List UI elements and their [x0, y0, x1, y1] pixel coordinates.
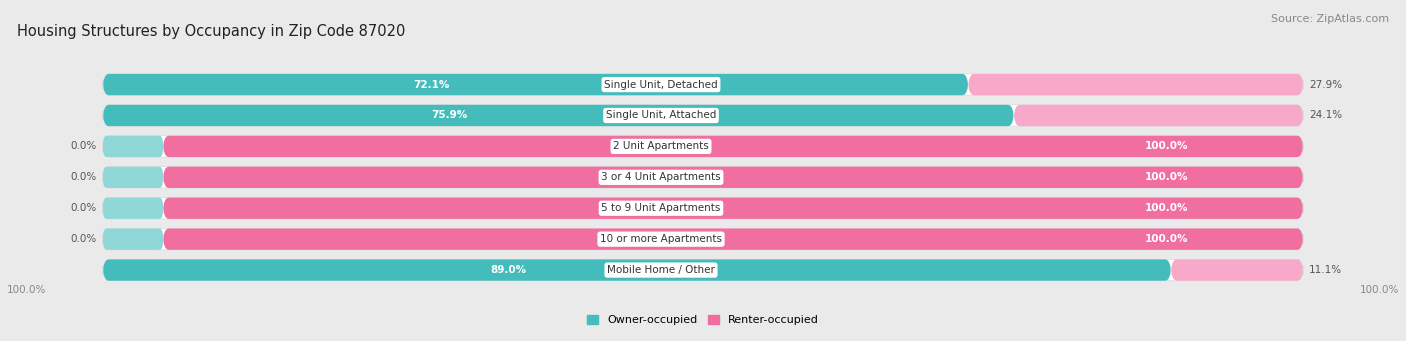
Text: 89.0%: 89.0% — [491, 265, 527, 275]
Text: 0.0%: 0.0% — [70, 234, 97, 244]
FancyBboxPatch shape — [1171, 260, 1303, 281]
Text: 2 Unit Apartments: 2 Unit Apartments — [613, 142, 709, 151]
FancyBboxPatch shape — [103, 260, 1171, 281]
FancyBboxPatch shape — [163, 228, 1303, 250]
Text: 27.9%: 27.9% — [1309, 79, 1343, 90]
Text: Housing Structures by Occupancy in Zip Code 87020: Housing Structures by Occupancy in Zip C… — [17, 24, 405, 39]
Text: 0.0%: 0.0% — [70, 142, 97, 151]
Text: 24.1%: 24.1% — [1309, 110, 1343, 120]
FancyBboxPatch shape — [103, 167, 1303, 188]
Text: 100.0%: 100.0% — [1360, 285, 1399, 295]
FancyBboxPatch shape — [163, 136, 1303, 157]
FancyBboxPatch shape — [103, 74, 969, 95]
Text: 0.0%: 0.0% — [70, 172, 97, 182]
Text: Single Unit, Attached: Single Unit, Attached — [606, 110, 716, 120]
FancyBboxPatch shape — [103, 74, 1303, 95]
FancyBboxPatch shape — [103, 136, 1303, 157]
FancyBboxPatch shape — [969, 74, 1303, 95]
Text: 100.0%: 100.0% — [1144, 203, 1188, 213]
FancyBboxPatch shape — [103, 228, 1303, 250]
FancyBboxPatch shape — [103, 105, 1303, 126]
Text: 100.0%: 100.0% — [7, 285, 46, 295]
Text: Single Unit, Detached: Single Unit, Detached — [605, 79, 718, 90]
Text: 100.0%: 100.0% — [1144, 172, 1188, 182]
FancyBboxPatch shape — [103, 197, 1303, 219]
Text: Source: ZipAtlas.com: Source: ZipAtlas.com — [1271, 14, 1389, 24]
Text: 72.1%: 72.1% — [413, 79, 450, 90]
FancyBboxPatch shape — [103, 260, 1303, 281]
Text: 3 or 4 Unit Apartments: 3 or 4 Unit Apartments — [602, 172, 721, 182]
Text: 11.1%: 11.1% — [1309, 265, 1343, 275]
Text: 100.0%: 100.0% — [1144, 234, 1188, 244]
Text: 5 to 9 Unit Apartments: 5 to 9 Unit Apartments — [602, 203, 721, 213]
FancyBboxPatch shape — [163, 197, 1303, 219]
Text: Mobile Home / Other: Mobile Home / Other — [607, 265, 714, 275]
FancyBboxPatch shape — [103, 136, 163, 157]
Legend: Owner-occupied, Renter-occupied: Owner-occupied, Renter-occupied — [582, 310, 824, 329]
Text: 75.9%: 75.9% — [432, 110, 467, 120]
Text: 10 or more Apartments: 10 or more Apartments — [600, 234, 723, 244]
FancyBboxPatch shape — [103, 228, 163, 250]
Text: 0.0%: 0.0% — [70, 203, 97, 213]
FancyBboxPatch shape — [163, 167, 1303, 188]
FancyBboxPatch shape — [103, 105, 1014, 126]
Text: 100.0%: 100.0% — [1144, 142, 1188, 151]
FancyBboxPatch shape — [103, 167, 163, 188]
FancyBboxPatch shape — [103, 197, 163, 219]
FancyBboxPatch shape — [1014, 105, 1303, 126]
